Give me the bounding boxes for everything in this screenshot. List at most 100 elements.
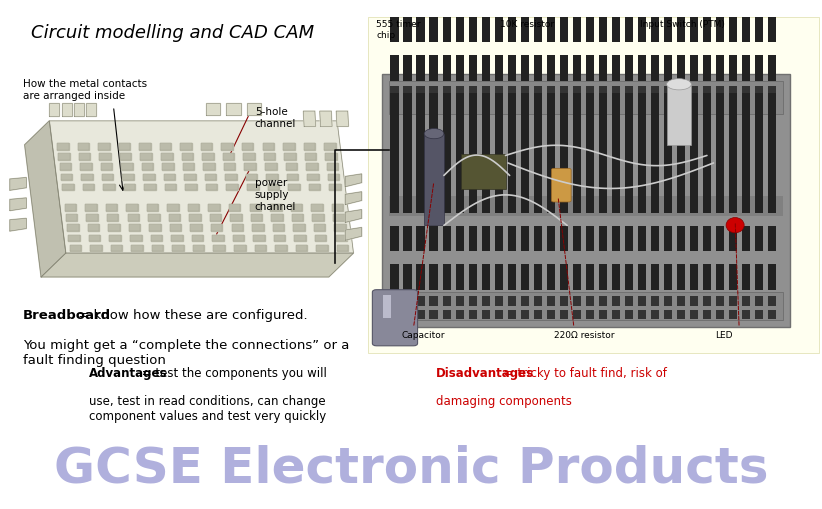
Bar xyxy=(520,227,529,252)
Bar xyxy=(455,188,464,214)
Polygon shape xyxy=(68,235,80,242)
Bar xyxy=(585,227,594,252)
Polygon shape xyxy=(314,225,326,232)
Polygon shape xyxy=(312,205,323,211)
Bar xyxy=(664,132,672,158)
Polygon shape xyxy=(275,245,287,252)
Bar xyxy=(442,94,451,120)
Bar xyxy=(638,265,646,290)
Bar xyxy=(520,112,529,137)
Ellipse shape xyxy=(424,129,444,139)
Bar xyxy=(404,94,412,120)
Bar xyxy=(417,18,425,43)
Polygon shape xyxy=(214,245,225,252)
Polygon shape xyxy=(120,154,132,160)
Bar xyxy=(389,197,783,216)
Bar xyxy=(560,102,568,111)
Bar xyxy=(690,150,698,176)
Polygon shape xyxy=(49,104,59,117)
Bar xyxy=(547,297,555,306)
Bar xyxy=(741,56,750,81)
Polygon shape xyxy=(345,192,362,205)
Bar xyxy=(638,102,646,111)
Polygon shape xyxy=(184,174,196,181)
Bar xyxy=(455,87,464,96)
Polygon shape xyxy=(85,205,97,211)
Bar xyxy=(625,94,633,120)
Bar xyxy=(729,265,737,290)
Bar xyxy=(508,227,516,252)
Bar xyxy=(573,310,581,320)
Bar xyxy=(455,171,464,196)
Bar xyxy=(638,112,646,137)
Bar xyxy=(430,297,438,306)
Bar xyxy=(495,56,503,81)
Bar xyxy=(430,94,438,120)
Bar xyxy=(768,94,776,120)
Bar xyxy=(560,227,568,252)
Polygon shape xyxy=(170,225,182,232)
Bar xyxy=(612,150,620,176)
Bar xyxy=(690,87,698,96)
Polygon shape xyxy=(10,199,26,211)
Bar xyxy=(455,94,464,120)
Bar xyxy=(638,87,646,96)
Bar xyxy=(390,87,399,96)
Bar xyxy=(547,265,555,290)
Bar xyxy=(703,94,711,120)
Bar xyxy=(533,265,542,290)
Bar xyxy=(469,132,477,158)
Bar xyxy=(389,81,783,115)
Bar xyxy=(560,56,568,81)
Polygon shape xyxy=(129,225,141,232)
Polygon shape xyxy=(296,245,307,252)
Text: LED: LED xyxy=(715,331,732,340)
Bar xyxy=(389,293,783,321)
Bar xyxy=(390,18,399,43)
Bar xyxy=(417,310,425,320)
Bar xyxy=(703,188,711,214)
Polygon shape xyxy=(139,144,150,150)
Bar xyxy=(585,132,594,158)
Bar xyxy=(508,297,516,306)
Bar xyxy=(404,310,412,320)
Polygon shape xyxy=(210,215,221,221)
Bar xyxy=(612,171,620,196)
Bar xyxy=(547,188,555,214)
Bar xyxy=(612,112,620,137)
Bar xyxy=(482,132,490,158)
Bar xyxy=(638,310,646,320)
Bar xyxy=(455,18,464,43)
Bar xyxy=(755,56,764,81)
Bar xyxy=(677,188,686,214)
Bar xyxy=(455,297,464,306)
Bar xyxy=(455,150,464,176)
Polygon shape xyxy=(212,235,224,242)
Bar xyxy=(547,56,555,81)
Bar xyxy=(690,297,698,306)
Text: Input Switch (PTM): Input Switch (PTM) xyxy=(640,20,724,30)
Bar xyxy=(430,265,438,290)
Bar xyxy=(547,87,555,96)
Polygon shape xyxy=(59,164,71,171)
Bar xyxy=(469,56,477,81)
Polygon shape xyxy=(274,235,285,242)
Bar xyxy=(677,102,686,111)
FancyBboxPatch shape xyxy=(372,290,418,346)
Polygon shape xyxy=(164,184,177,191)
Bar xyxy=(573,265,581,290)
Bar xyxy=(573,150,581,176)
Bar xyxy=(390,265,399,290)
Bar xyxy=(716,227,724,252)
Bar xyxy=(729,94,737,120)
Polygon shape xyxy=(180,144,192,150)
Bar xyxy=(585,87,594,96)
Bar xyxy=(625,132,633,158)
Polygon shape xyxy=(326,154,337,160)
Bar xyxy=(547,132,555,158)
Bar xyxy=(417,112,425,137)
Polygon shape xyxy=(77,144,89,150)
Bar xyxy=(508,112,516,137)
Bar xyxy=(625,265,633,290)
Bar xyxy=(690,56,698,81)
